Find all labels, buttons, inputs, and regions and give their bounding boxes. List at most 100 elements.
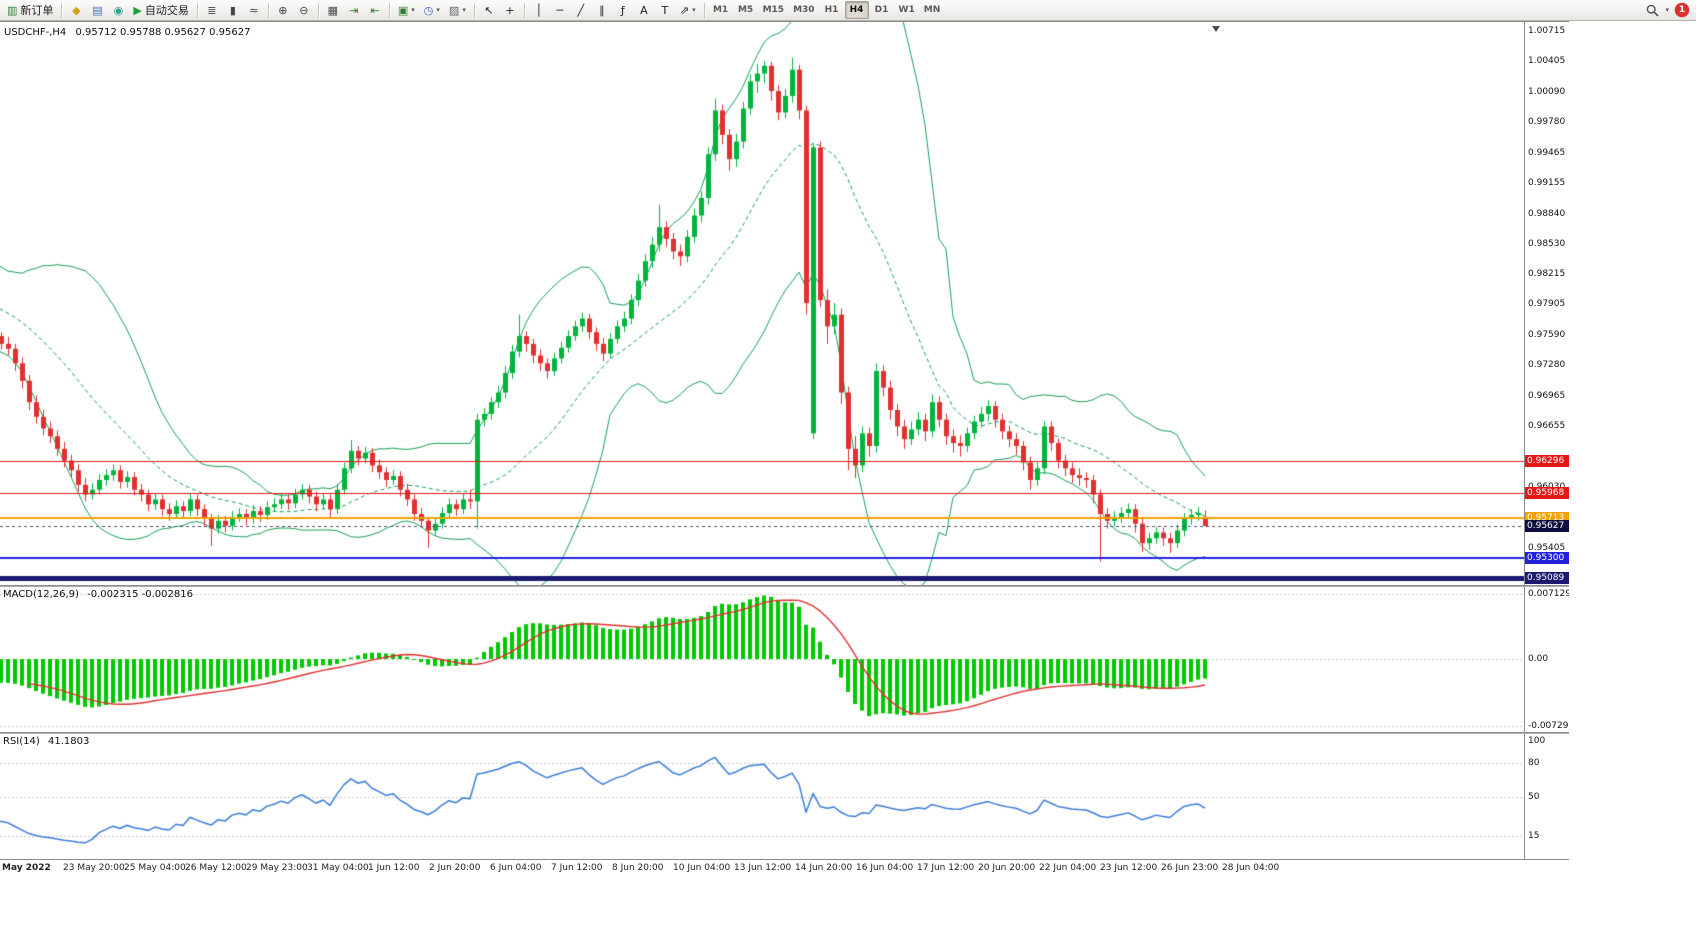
chart-shift-button[interactable]: ⇤	[365, 1, 385, 19]
timeframe-button-mn[interactable]: MN	[923, 5, 941, 15]
price-tick: 0.97280	[1528, 360, 1566, 371]
zoom-out-button[interactable]: ⊖	[294, 1, 314, 19]
timeframe-button-h4[interactable]: H4	[844, 1, 869, 19]
rsi-tick: 15	[1528, 831, 1540, 842]
cursor-icon: ↖	[484, 3, 494, 17]
auto-scroll-icon: ⇥	[349, 3, 359, 17]
macd-tick: 0.00	[1528, 654, 1549, 665]
macd-values: -0.002315 -0.002816	[87, 589, 193, 600]
macd-canvas[interactable]	[0, 587, 1524, 732]
panel-splitter[interactable]	[0, 585, 1569, 587]
arrows-dropdown[interactable]: ⇗ ▾	[676, 1, 700, 19]
label-button[interactable]: T	[655, 1, 675, 19]
price-tick: 0.97905	[1528, 299, 1566, 310]
new-order-button[interactable]: ▥ 新订单	[3, 1, 57, 19]
toolbar-separator	[196, 2, 198, 18]
resistance-line-2-price-tag: 0.95968	[1525, 486, 1569, 499]
time-label: 2 Jun 20:00	[429, 863, 481, 873]
price-tick: 0.96655	[1528, 421, 1566, 432]
rsi-tick: 50	[1528, 791, 1540, 802]
market-watch-button[interactable]: ▤	[87, 1, 107, 19]
vertical-line-button[interactable]: │	[529, 1, 549, 19]
time-axis[interactable]: May 2022 23 May 20:00 25 May 04:00 26 May 1…	[0, 859, 1569, 877]
chart-shift-icon: ⇤	[370, 3, 380, 17]
text-button[interactable]: A	[634, 1, 654, 19]
time-label: 23 May 20:00	[63, 863, 125, 873]
price-tick: 0.99780	[1528, 117, 1566, 128]
toolbar-separator	[523, 2, 525, 18]
macd-label: MACD(12,26,9)	[3, 589, 79, 600]
new-chart-icon: ▣	[397, 3, 409, 17]
chart-title: USDCHF-,H4 0.95712 0.95788 0.95627 0.956…	[4, 27, 250, 38]
toolbar-buttons: ▥ 新订单 ◆ ▤ ◉ ▶ 自动交易 ≣ ▮ ≈ ⊕ ⊖ ▦ ⇥ ⇤ ▣ ▾ ◷ ▾ ▨ ▾ ↖ + │ ─ ╱ ∥ ƒ A T ⇗ ▾ M1 M…	[3, 0, 944, 20]
macd-tick: -0.00729	[1528, 720, 1569, 731]
price-tick: 0.97590	[1528, 330, 1566, 341]
search-caret-icon[interactable]: ▾	[1665, 6, 1669, 14]
crosshair-button[interactable]: +	[500, 1, 520, 19]
metaeditor-icon: ◆	[72, 3, 81, 17]
macd-title: MACD(12,26,9) -0.002315 -0.002816	[3, 589, 193, 600]
tile-windows-button[interactable]: ▦	[323, 1, 343, 19]
time-label: 16 Jun 04:00	[856, 863, 914, 873]
crosshair-icon: +	[505, 3, 515, 17]
time-label: 13 Jun 12:00	[734, 863, 792, 873]
price-tick: 0.99465	[1528, 147, 1566, 158]
timeframe-button-m5[interactable]: M5	[737, 5, 754, 15]
bar-chart-button[interactable]: ≣	[202, 1, 222, 19]
price-tick: 1.00405	[1528, 56, 1566, 67]
toolbar-separator	[388, 2, 390, 18]
time-label: 29 May 23:00	[246, 863, 308, 873]
metaeditor-button[interactable]: ◆	[66, 1, 86, 19]
toolbar-separator	[703, 2, 705, 18]
vertical-line-icon: │	[535, 3, 543, 17]
current-price-tag: 0.95627	[1525, 519, 1569, 532]
channel-button[interactable]: ∥	[592, 1, 612, 19]
zoom-in-button[interactable]: ⊕	[273, 1, 293, 19]
horizontal-line-button[interactable]: ─	[550, 1, 570, 19]
main-toolbar: ▥ 新订单 ◆ ▤ ◉ ▶ 自动交易 ≣ ▮ ≈ ⊕ ⊖ ▦ ⇥ ⇤ ▣ ▾ ◷ ▾ ▨ ▾ ↖ + │ ─ ╱ ∥ ƒ A T ⇗ ▾ M1 M…	[0, 0, 1696, 21]
macd-axis[interactable]: 0.007129 0.00 -0.00729	[1524, 587, 1569, 732]
line-chart-button[interactable]: ≈	[244, 1, 264, 19]
price-tick: 0.95405	[1528, 542, 1566, 553]
price-chart-canvas[interactable]	[0, 22, 1524, 585]
rsi-label: RSI(14)	[3, 736, 40, 747]
rsi-value: 41.1803	[47, 736, 90, 747]
help-icon: ◉	[113, 3, 124, 17]
caret-down-icon: ▾	[436, 6, 440, 14]
cursor-button[interactable]: ↖	[479, 1, 499, 19]
fibonacci-button[interactable]: ƒ	[613, 1, 633, 19]
candlestick-chart-button[interactable]: ▮	[223, 1, 243, 19]
auto-trading-button[interactable]: ▶ 自动交易	[129, 1, 192, 19]
panel-splitter[interactable]	[0, 732, 1569, 734]
profiles-dropdown[interactable]: ◷ ▾	[420, 1, 444, 19]
rsi-axis[interactable]: 100 80 50 15	[1524, 734, 1569, 859]
price-tick: 0.99155	[1528, 177, 1566, 188]
time-label: 14 Jun 20:00	[795, 863, 853, 873]
timeframe-button-w1[interactable]: W1	[898, 5, 915, 15]
timeframe-button-d1[interactable]: D1	[874, 5, 889, 15]
timeframe-button-m1[interactable]: M1	[712, 5, 729, 15]
auto-trading-icon: ▶	[133, 3, 142, 17]
indicators-dropdown[interactable]: ▨ ▾	[445, 1, 470, 19]
price-axis[interactable]: 1.00715 1.00405 1.00090 0.99780 0.99465 0.991…	[1524, 22, 1569, 585]
time-label: 26 May 12:00	[185, 863, 247, 873]
timeframe-button-h1[interactable]: H1	[824, 5, 839, 15]
timeframe-button-m15[interactable]: M15	[762, 5, 785, 15]
auto-scroll-button[interactable]: ⇥	[344, 1, 364, 19]
search-icon[interactable]	[1646, 4, 1660, 17]
new-order-button-label: 新订单	[20, 4, 54, 17]
price-tick: 0.96030	[1528, 482, 1565, 493]
trendline-button[interactable]: ╱	[571, 1, 591, 19]
new-chart-dropdown[interactable]: ▣ ▾	[394, 1, 419, 19]
zoom-out-icon: ⊖	[299, 3, 309, 17]
help-button[interactable]: ◉	[108, 1, 128, 19]
rsi-canvas[interactable]	[0, 734, 1524, 859]
macd-panel: MACD(12,26,9) -0.002315 -0.002816 0.0071…	[0, 587, 1569, 732]
support-line-2-price-tag: 0.95089	[1525, 572, 1569, 585]
rsi-tick: 80	[1528, 758, 1540, 769]
shift-end-marker-icon	[1212, 26, 1220, 32]
notification-badge[interactable]: 1	[1675, 3, 1689, 17]
time-label: 31 May 04:00	[307, 863, 369, 873]
time-label: 17 Jun 12:00	[917, 863, 975, 873]
timeframe-button-m30[interactable]: M30	[793, 5, 815, 15]
